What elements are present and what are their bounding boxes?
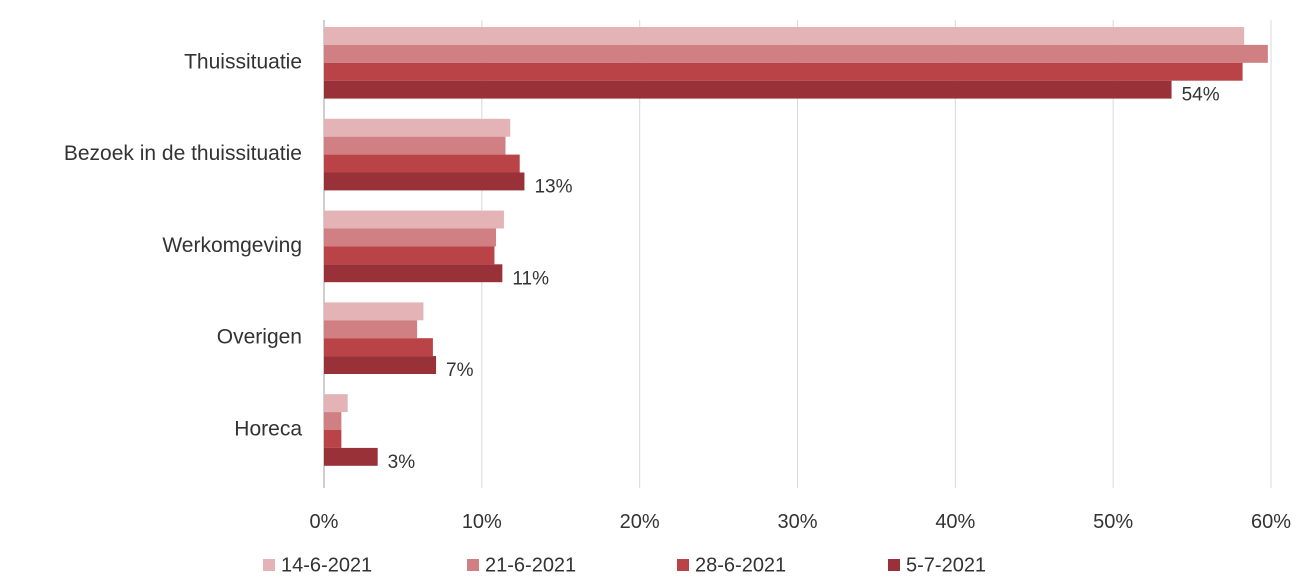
bar [324,172,525,191]
legend-label: 5-7-2021 [906,554,986,576]
legend: 14-6-2021 21-6-2021 28-6-2021 5-7-2021 [263,554,986,576]
x-tick-labels: 0% 10% 20% 30% 40% 50% 60% [310,511,1292,533]
data-label: 54% [1182,85,1220,106]
bar [324,136,506,155]
bar [324,356,437,374]
x-tick-label: 0% [310,511,339,533]
data-label: 13% [534,176,572,197]
bar [324,80,1172,99]
data-label: 3% [388,452,416,473]
category-label: Bezoek in de thuissituatie [64,142,302,165]
bar [324,118,511,137]
bar [324,320,418,339]
bar [324,210,504,229]
x-tick-label: 10% [462,511,502,533]
category-label: Overigen [217,326,302,349]
legend-label: 21-6-2021 [485,554,576,576]
bar [324,394,348,413]
bar [324,302,424,321]
bar [324,62,1243,81]
category-label: Thuissituatie [184,50,302,73]
bar [324,430,342,448]
category-labels: Thuissituatie Bezoek in de thuissituatie W… [64,50,302,440]
bar [324,44,1268,63]
x-tick-label: 30% [777,511,817,533]
data-labels: 54% 13% 11% 7% 3% [388,85,1220,473]
x-tick-label: 40% [935,511,975,533]
x-tick-label: 60% [1251,511,1291,533]
bar [324,246,495,265]
legend-label: 14-6-2021 [281,554,372,576]
bar [324,154,520,173]
bar [324,447,378,466]
legend-swatch [888,559,900,571]
legend-swatch [263,559,275,571]
bar [324,338,433,357]
bar [324,412,342,430]
bar [324,228,497,247]
bar [324,264,503,283]
bars [324,27,1268,466]
data-label: 11% [512,268,549,289]
data-label: 7% [446,360,474,381]
legend-swatch [677,559,689,571]
category-label: Werkomgeving [162,234,302,257]
x-tick-label: 20% [620,511,660,533]
legend-swatch [467,559,479,571]
x-tick-label: 50% [1093,511,1133,533]
bar [324,27,1245,45]
category-label: Horeca [234,418,302,441]
legend-label: 28-6-2021 [695,554,786,576]
